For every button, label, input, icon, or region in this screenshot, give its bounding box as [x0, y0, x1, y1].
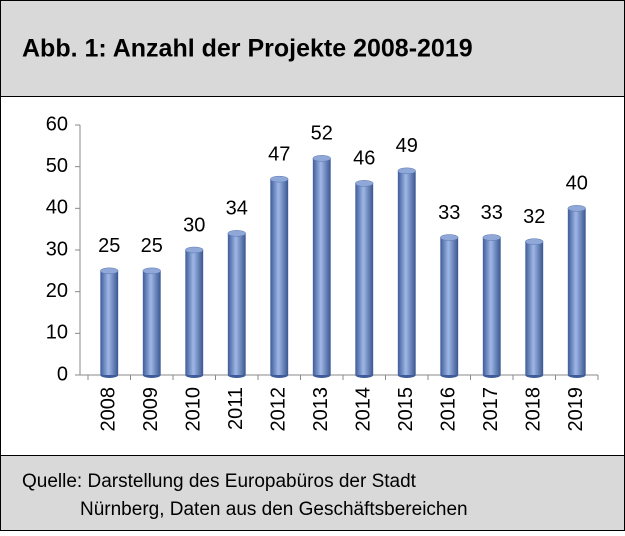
source: Nürnberg, Daten aus den Geschäftsbereich… — [80, 499, 468, 520]
x-tick-label: 2011 — [225, 387, 247, 430]
y-tick-label: 50 — [46, 155, 68, 177]
bar-top — [355, 180, 374, 187]
source: Quelle: Darstellung des Europabüros der … — [22, 471, 417, 492]
bar-top — [142, 267, 161, 275]
x-tick-label: 2008 — [98, 387, 120, 432]
x-tick-label: 2019 — [565, 387, 587, 432]
bar — [227, 233, 246, 375]
bar-top — [397, 167, 416, 175]
bar — [440, 237, 459, 375]
value-label: 33 — [481, 202, 503, 224]
value-label: 25 — [98, 235, 120, 257]
x-tick-label: 2014 — [353, 387, 375, 432]
y-tick-label: 20 — [46, 280, 68, 302]
value-label: 30 — [183, 214, 205, 236]
value-label: 34 — [226, 198, 248, 220]
bar-top — [100, 267, 119, 275]
bar-top — [482, 234, 501, 241]
y-tick-label: 40 — [46, 197, 68, 219]
bar — [397, 170, 416, 375]
bar — [355, 183, 374, 375]
value-label: 49 — [396, 135, 418, 157]
value-label: 52 — [311, 123, 333, 145]
value-label: 32 — [523, 206, 545, 228]
value-label: 33 — [438, 202, 460, 224]
value-label: 40 — [566, 173, 588, 195]
value-label: 46 — [353, 148, 375, 170]
bar — [567, 208, 586, 375]
chart-title: Abb. 1: Anzahl der Projekte 2008-2019 — [22, 35, 473, 63]
value-label: 47 — [268, 143, 290, 165]
x-tick-label: 2015 — [395, 387, 417, 432]
bar-top — [440, 234, 459, 241]
y-tick-label: 60 — [46, 113, 68, 135]
footer — [0, 455, 625, 531]
bar — [142, 270, 161, 375]
bar-top — [525, 238, 544, 245]
x-tick-label: 2018 — [523, 387, 545, 432]
x-tick-label: 2009 — [140, 387, 162, 432]
bar — [185, 250, 204, 375]
bar — [312, 158, 331, 375]
bar-top — [312, 155, 331, 162]
bar-top — [185, 246, 204, 254]
x-tick-label: 2010 — [183, 387, 205, 432]
bar-top — [227, 230, 246, 237]
y-tick-label: 30 — [46, 238, 68, 260]
bar-top — [567, 205, 586, 212]
bar — [482, 237, 501, 375]
x-tick-label: 2013 — [310, 387, 332, 432]
y-tick-label: 0 — [57, 363, 68, 385]
x-tick-label: 2012 — [268, 387, 290, 432]
x-tick-label: 2017 — [480, 387, 502, 432]
value-label: 25 — [141, 235, 163, 257]
bar — [100, 270, 119, 375]
bar — [525, 241, 544, 375]
bar — [270, 179, 289, 375]
bar-top — [270, 175, 289, 183]
x-tick-label: 2016 — [438, 387, 460, 432]
y-tick-label: 10 — [46, 322, 68, 344]
header — [0, 0, 625, 97]
